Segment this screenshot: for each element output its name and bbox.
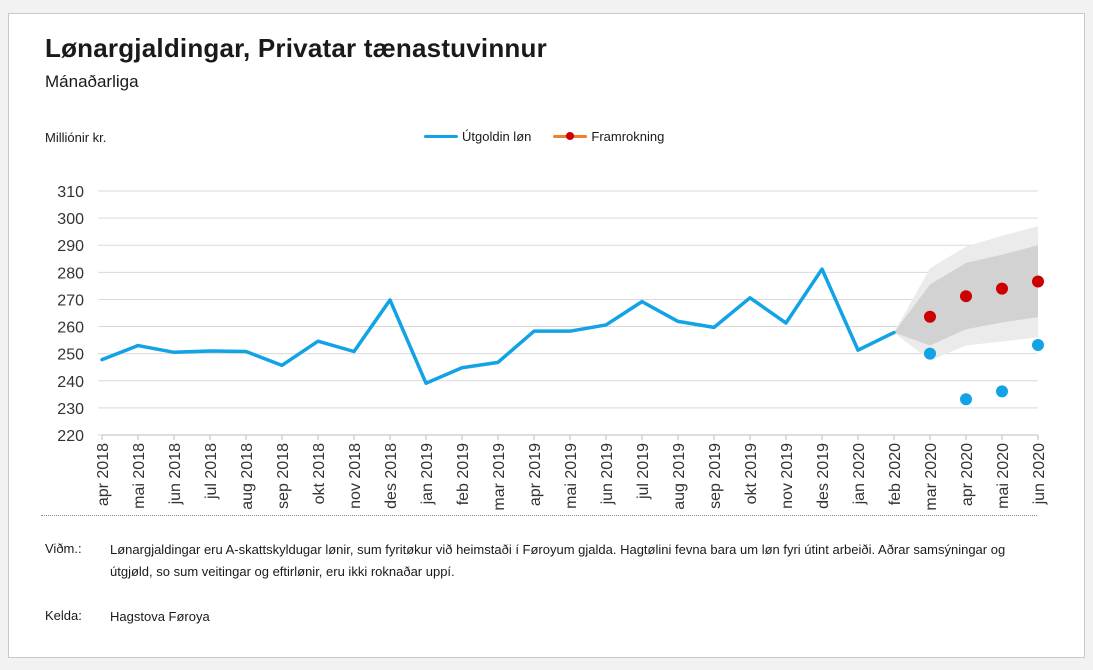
legend-item-actual: Útgoldin løn <box>424 129 531 144</box>
x-tick-label: nov 2019 <box>779 443 796 509</box>
actual-point <box>1032 338 1044 351</box>
x-tick-label: aug 2018 <box>239 443 256 510</box>
x-tick-label: jan 2019 <box>419 443 436 505</box>
y-tick-label: 240 <box>57 374 84 391</box>
y-tick-label: 270 <box>57 292 84 309</box>
chart-legend: Útgoldin løn Framrokning <box>424 129 664 144</box>
y-tick-label: 290 <box>57 238 84 255</box>
forecast-point <box>1032 275 1044 288</box>
chart-subtitle: Mánaðarliga <box>45 72 139 91</box>
x-tick-label: nov 2018 <box>347 443 364 509</box>
note-text: Lønargjaldingar eru A-skattskyldugar løn… <box>110 542 1006 579</box>
x-tick-label: mai 2019 <box>563 443 580 509</box>
legend-item-forecast: Framrokning <box>553 129 664 144</box>
x-tick-label: des 2018 <box>383 443 400 509</box>
legend-swatch-actual <box>424 135 458 138</box>
x-tick-label: okt 2019 <box>743 443 760 504</box>
x-tick-label: jul 2019 <box>635 443 652 500</box>
x-tick-label: jun 2018 <box>167 443 184 505</box>
source-text: Hagstova Føroya <box>110 609 210 624</box>
x-tick-label: mai 2020 <box>995 443 1012 509</box>
y-tick-label: 260 <box>57 320 84 337</box>
x-tick-label: jan 2020 <box>851 443 868 505</box>
actual-point <box>960 393 972 406</box>
y-axis-unit-label: Milliónir kr. <box>45 130 107 145</box>
y-tick-label: 220 <box>57 428 84 445</box>
forecast-point <box>996 282 1008 295</box>
x-tick-label: feb 2019 <box>455 443 472 505</box>
x-tick-label: jun 2019 <box>599 443 616 505</box>
actual-point <box>996 385 1008 398</box>
x-tick-label: feb 2020 <box>887 443 904 505</box>
x-tick-label: apr 2019 <box>527 443 544 506</box>
x-tick-label: jun 2020 <box>1031 443 1048 505</box>
x-tick-label: apr 2018 <box>95 443 112 506</box>
legend-swatch-forecast <box>553 132 588 140</box>
chart-title: Lønargjaldingar, Privatar tænastuvinnur <box>45 33 547 63</box>
y-tick-label: 250 <box>57 347 84 364</box>
x-tick-label: des 2019 <box>815 443 832 509</box>
legend-label-actual: Útgoldin løn <box>462 129 532 144</box>
y-tick-label: 280 <box>57 265 84 282</box>
note-label: Viðm.: <box>45 541 82 556</box>
x-tick-label: aug 2019 <box>671 443 688 510</box>
x-tick-label: sep 2019 <box>707 443 724 509</box>
x-tick-label: mai 2018 <box>131 443 148 509</box>
x-tick-label: mar 2020 <box>923 443 940 511</box>
notes-divider <box>41 515 1037 516</box>
y-tick-label: 310 <box>57 184 84 201</box>
source-label: Kelda: <box>45 608 82 623</box>
legend-label-forecast: Framrokning <box>591 129 665 144</box>
y-tick-label: 300 <box>57 211 84 228</box>
series-line-actual <box>100 267 896 385</box>
y-tick-label: 230 <box>57 401 84 418</box>
x-tick-label: okt 2018 <box>311 443 328 504</box>
legend-swatch-forecast-dot <box>566 132 575 140</box>
forecast-point <box>924 310 936 323</box>
forecast-point <box>960 290 972 303</box>
x-tick-label: sep 2018 <box>275 443 292 509</box>
actual-point <box>924 347 936 360</box>
x-tick-label: jul 2018 <box>203 443 220 500</box>
x-tick-label: mar 2019 <box>491 443 508 511</box>
x-tick-label: apr 2020 <box>959 443 976 506</box>
